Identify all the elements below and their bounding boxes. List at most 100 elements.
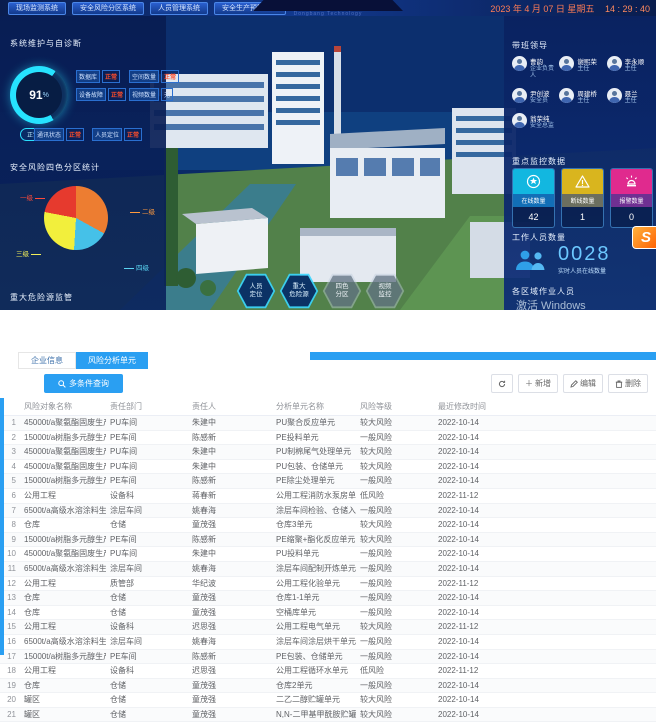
section-tab[interactable]: 风险分析单元: [76, 352, 148, 369]
warning-triangle-icon: [575, 169, 590, 194]
leader-role: 安全总监: [530, 122, 555, 129]
edit-button[interactable]: 编辑: [563, 374, 603, 393]
department-cell: 仓储: [106, 517, 188, 533]
table-row[interactable]: 14 仓库 仓储 童茂强 空桶库单元 一般风险 2022-10-14: [0, 605, 656, 621]
status-item: 数据库 正常: [76, 70, 126, 83]
table-row[interactable]: 15 公用工程 设备科 迟思强 公用工程电气单元 较大风险 2022-11-12: [0, 619, 656, 635]
table-row[interactable]: 6 公用工程 设备科 蒋春新 公用工程消防水泵房单元 低风险 2022-11-1…: [0, 488, 656, 504]
department-cell: 仓储: [106, 590, 188, 606]
analysis-unit-cell: PU制棉尾气处理单元: [272, 444, 356, 460]
leader-name: 周建桥: [577, 90, 597, 98]
hex-nav-button[interactable]: 四色 分区: [322, 273, 362, 309]
hex-nav-button[interactable]: 人员 定位: [236, 273, 276, 309]
person-cell: 姚春海: [188, 503, 272, 519]
table-row[interactable]: 12 公用工程 质管部 华纪波 公用工程化验单元 一般风险 2022-11-12: [0, 576, 656, 592]
system-status-grid: 数据库 正常 空间数量 正常 设备故障 正常 视频数量 无: [76, 70, 180, 101]
offline-count-label: 断线数量: [562, 194, 603, 207]
row-index: 16: [0, 634, 20, 650]
avatar: [606, 56, 622, 71]
diagnostics-title: 系统维护与自诊断: [10, 39, 82, 48]
left-panel: 系统维护与自诊断 91% 正常率 数据库 正常 空间数量 正常 设备故障: [0, 16, 180, 310]
risk-object-name-cell: 15000t/a树脂多元醇生产装置: [20, 649, 106, 665]
refresh-button[interactable]: [491, 374, 513, 393]
table-row[interactable]: 5 15000t/a树脂多元醇生产装置 PE车间 陈感新 PE除尘处理单元 一般…: [0, 473, 656, 489]
table-row[interactable]: 2 15000t/a树脂多元醇生产装置 PE车间 陈感新 PE投料单元 一般风险…: [0, 430, 656, 446]
department-cell: PE车间: [106, 532, 188, 548]
add-button[interactable]: ＋ 新增: [518, 374, 558, 393]
row-index: 3: [0, 444, 20, 460]
table-row[interactable]: 9 15000t/a树脂多元醇生产装置 PE车间 陈感新 PE缩聚+酯化反应单元…: [0, 532, 656, 548]
table-row[interactable]: 1 45000t/a聚氨酯固废生产装置 PU车间 朱建中 PU聚合反应单元 较大…: [0, 415, 656, 431]
risk-object-name-cell: 仓库: [20, 590, 106, 606]
department-cell: PU车间: [106, 444, 188, 460]
analysis-unit-cell: 仓库1-1单元: [272, 590, 356, 606]
table-row[interactable]: 21 罐区 仓储 童茂强 N,N-二甲基甲酰胺贮罐单元 较大风险 2022-10…: [0, 707, 656, 722]
table-row[interactable]: 7 6500t/a高级水溶涂料生产装置 涂层车间 姚春海 涂层车间检验、仓储入库…: [0, 503, 656, 519]
table-row[interactable]: 13 仓库 仓储 童茂强 仓库1-1单元 一般风险 2022-10-14: [0, 590, 656, 606]
risk-object-name-cell: 45000t/a聚氨酯固废生产装置: [20, 444, 106, 460]
table-row[interactable]: 18 公用工程 设备科 迟思强 公用工程循环水单元 低风险 2022-11-12: [0, 663, 656, 679]
top-nav-tab[interactable]: 现场监测系统: [8, 1, 66, 15]
monitor-title: 重点监控数据: [512, 157, 566, 166]
sogou-ime-icon[interactable]: S: [632, 226, 656, 249]
delete-button[interactable]: 删除: [608, 374, 648, 393]
risk-level-cell: 较大风险: [356, 415, 434, 431]
analysis-unit-cell: 公用工程电气单元: [272, 619, 356, 635]
area-workers-title: 各区域作业人员: [512, 287, 575, 296]
risk-object-name-cell: 罐区: [20, 692, 106, 708]
person-cell: 陈感新: [188, 532, 272, 548]
section-tab[interactable]: 企业信息: [18, 352, 76, 369]
status-value: 正常: [108, 88, 127, 101]
person-cell: 姚春海: [188, 561, 272, 577]
modified-date-cell: 2022-11-12: [434, 619, 656, 635]
leader-role: 企业负责人: [530, 66, 555, 79]
table-body: 1 45000t/a聚氨酯固废生产装置 PU车间 朱建中 PU聚合反应单元 较大…: [0, 415, 656, 722]
table-row[interactable]: 8 仓库 仓储 童茂强 仓库3单元 较大风险 2022-10-14: [0, 517, 656, 533]
table-row[interactable]: 4 45000t/a聚氨酯固废生产装置 PU车间 朱建中 PU包装、仓储单元 较…: [0, 459, 656, 475]
risk-level-cell: 一般风险: [356, 546, 434, 562]
hex-nav-button[interactable]: 视频 监控: [365, 273, 405, 309]
risk-level-cell: 低风险: [356, 663, 434, 679]
analysis-unit-cell: 公用工程消防水泵房单元: [272, 488, 356, 504]
risk-units-table: 风险对象名称 责任部门 责任人 分析单元名称 风险等级 最近修改时间 1 450…: [0, 398, 656, 722]
alarm-count-label: 报警数量: [611, 194, 652, 207]
alarm-count-card[interactable]: 报警数量 0: [610, 168, 653, 228]
table-row[interactable]: 17 15000t/a树脂多元醇生产装置 PE车间 陈感新 PE包装、仓储单元 …: [0, 649, 656, 665]
row-index: 10: [0, 546, 20, 562]
risk-level-cell: 一般风险: [356, 634, 434, 650]
risk-level-cell: 较大风险: [356, 692, 434, 708]
offline-count-card[interactable]: 断线数量 1: [561, 168, 604, 228]
analysis-unit-cell: 仓库3单元: [272, 517, 356, 533]
table-row[interactable]: 16 6500t/a高级水溶涂料生产装置 涂层车间 姚春海 涂层车间涂层烘干单元…: [0, 634, 656, 650]
status-value: 正常: [161, 70, 180, 83]
leader-name: 聂兰: [624, 90, 638, 98]
comm-value: 正常: [124, 128, 143, 141]
table-row[interactable]: 10 45000t/a聚氨酯固废生产装置 PU车间 朱建中 PU投料单元 一般风…: [0, 546, 656, 562]
top-nav-tab[interactable]: 人员管理系统: [150, 1, 208, 15]
leader-role: 主任: [624, 66, 637, 72]
row-index: 9: [0, 532, 20, 548]
datetime-display: 2023 年 4 月 07 日 星期五 14 : 29 : 40: [490, 2, 650, 15]
table-row[interactable]: 11 6500t/a高级水溶涂料生产装置 涂层车间 姚春海 涂层车间配制开炼单元…: [0, 561, 656, 577]
top-nav-tab[interactable]: 安全风险分区系统: [72, 1, 144, 15]
column-header: 最近修改时间: [434, 398, 656, 416]
search-icon: [58, 379, 66, 388]
leader-card: 李永顺 主任: [606, 56, 652, 80]
online-count-card[interactable]: 在线数量 42: [512, 168, 555, 228]
table-row[interactable]: 19 仓库 仓储 童茂强 仓库2单元 一般风险 2022-10-14: [0, 678, 656, 694]
column-header: 分析单元名称: [272, 398, 356, 416]
person-cell: 迟思强: [188, 619, 272, 635]
hex-nav-button[interactable]: 重大 危险源: [279, 273, 319, 309]
status-value: 正常: [102, 70, 121, 83]
modified-date-cell: 2022-10-14: [434, 415, 656, 431]
table-row[interactable]: 20 罐区 仓储 童茂强 二乙二醇贮罐单元 较大风险 2022-10-14: [0, 692, 656, 708]
person-cell: 姚春海: [188, 634, 272, 650]
section-tabs: 企业信息 风险分析单元: [0, 352, 656, 369]
department-cell: PE车间: [106, 430, 188, 446]
risk-level-cell: 较大风险: [356, 707, 434, 722]
multi-condition-query-button[interactable]: 多条件查询: [44, 374, 123, 393]
modified-date-cell: 2022-10-14: [434, 459, 656, 475]
online-count-value: 42: [528, 212, 539, 222]
risk-object-name-cell: 仓库: [20, 605, 106, 621]
table-row[interactable]: 3 45000t/a聚氨酯固废生产装置 PU车间 朱建中 PU制棉尾气处理单元 …: [0, 444, 656, 460]
